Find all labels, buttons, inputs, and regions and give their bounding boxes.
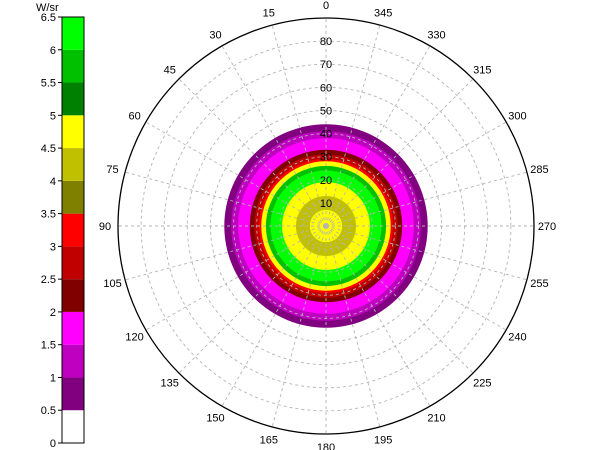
- angle-tick-label-8: 120: [125, 332, 143, 344]
- radial-tick-label-1: 20: [320, 175, 332, 187]
- radial-tick-label-0: 10: [320, 198, 332, 210]
- angle-tick-label-9: 135: [161, 377, 179, 389]
- colorbar-tick-label-9: 4.5: [41, 143, 56, 155]
- grid-spoke-17: [325, 225, 528, 281]
- angle-tick-label-19: 285: [530, 164, 548, 176]
- colorbar-bin-4: [62, 279, 84, 312]
- grid-circle-1: [279, 179, 373, 273]
- grid-spoke-9: [178, 225, 327, 374]
- angle-tick-label-10: 150: [206, 412, 224, 424]
- radial-tick-label-6: 70: [320, 59, 332, 71]
- colorbar-bin-5: [62, 246, 84, 280]
- angle-tick-label-0: 0: [323, 0, 329, 12]
- grid-spoke-3: [178, 78, 327, 227]
- grid-spoke-4: [145, 121, 327, 227]
- colorbar-bin-2: [62, 344, 84, 378]
- colorbar-bin-11: [62, 49, 84, 83]
- grid-circle-2: [256, 156, 396, 296]
- angle-tick-label-17: 255: [530, 278, 548, 290]
- angle-tick-label-23: 345: [374, 8, 392, 20]
- colorbar-bin-7: [62, 180, 84, 214]
- angle-tick-label-21: 315: [473, 65, 491, 77]
- radial-tick-label-3: 40: [320, 129, 332, 141]
- colorbar-tick-label-8: 4: [50, 176, 56, 188]
- angle-tick-label-20: 300: [508, 111, 526, 123]
- angle-tick-label-2: 30: [209, 30, 221, 42]
- colorbar-bin-0: [62, 410, 84, 443]
- angle-tick-label-13: 195: [374, 434, 392, 446]
- angle-tick-label-7: 105: [103, 278, 121, 290]
- colorbar-frame: [61, 16, 85, 444]
- grid-spoke-15: [325, 225, 474, 374]
- angle-tick-label-4: 60: [128, 111, 140, 123]
- colorbar: 0 0.5 1 1.5 2 2.5 3 3.5 4 4.5 5 5.5 6 6.5W/sr: [36, 2, 85, 450]
- colorbar-tick-label-12: 6: [50, 45, 56, 57]
- grid-spoke-10: [221, 225, 327, 407]
- radial-tick-label-2: 30: [320, 152, 332, 164]
- colorbar-bin-6: [62, 213, 84, 247]
- angle-tick-label-16: 240: [508, 332, 526, 344]
- colorbar-bin-10: [62, 82, 84, 116]
- radial-tick-label-4: 50: [320, 105, 332, 117]
- grid-spoke-1: [271, 24, 327, 227]
- grid-circle-6: [163, 63, 489, 389]
- grid-spoke-11: [271, 225, 327, 428]
- colorbar-tick-label-4: 2: [50, 307, 56, 319]
- angle-tick-label-15: 225: [473, 377, 491, 389]
- grid-spoke-2: [221, 45, 327, 227]
- radial-tick-label-5: 60: [320, 82, 332, 94]
- colorbar-bin-8: [62, 148, 84, 181]
- angle-tick-label-14: 210: [427, 412, 445, 424]
- angle-tick-label-6: 90: [99, 221, 111, 233]
- grid-spoke-21: [325, 78, 474, 227]
- grid-spoke-20: [325, 121, 507, 227]
- grid-spoke-7: [124, 225, 327, 281]
- colorbar-tick-label-5: 2.5: [41, 274, 56, 286]
- colorbar-bin-1: [62, 377, 84, 411]
- angle-tick-label-3: 45: [164, 65, 176, 77]
- angle-tick-label-5: 75: [106, 164, 118, 176]
- grid-spoke-5: [124, 171, 327, 227]
- colorbar-tick-label-1: 0.5: [41, 405, 56, 417]
- colorbar-tick-label-0: 0: [50, 438, 56, 450]
- polar-boundary: [117, 17, 535, 435]
- grid-circle-0: [302, 202, 350, 250]
- grid-circle-7: [140, 40, 512, 412]
- angle-tick-label-1: 15: [263, 8, 275, 20]
- grid-spoke-16: [325, 225, 507, 331]
- colorbar-bin-9: [62, 115, 84, 149]
- angle-tick-label-22: 330: [427, 30, 445, 42]
- grid-spoke-14: [325, 225, 431, 407]
- angle-tick-label-18: 270: [538, 221, 556, 233]
- colorbar-bin-3: [62, 311, 84, 345]
- colorbar-unit-label: W/sr: [36, 2, 59, 14]
- colorbar-tick-label-11: 5.5: [41, 78, 56, 90]
- grid-spoke-8: [145, 225, 327, 331]
- colorbar-bin-12: [62, 17, 84, 50]
- colorbar-tick-label-6: 3: [50, 241, 56, 253]
- colorbar-tick-label-2: 1: [50, 372, 56, 384]
- grid-spoke-13: [325, 225, 381, 428]
- colorbar-tick-label-7: 3.5: [41, 209, 56, 221]
- colorbar-tick-label-13: 6.5: [41, 12, 56, 24]
- grid-spoke-19: [325, 171, 528, 227]
- colorbar-tick-label-3: 1.5: [41, 340, 56, 352]
- grid-spoke-22: [325, 45, 431, 227]
- angle-tick-label-12: 180: [317, 442, 335, 450]
- angle-tick-label-11: 165: [260, 434, 278, 446]
- radial-tick-label-7: 80: [320, 36, 332, 48]
- grid-spoke-23: [325, 24, 381, 227]
- colorbar-tick-label-10: 5: [50, 110, 56, 122]
- polar-plot: 10 20 30 40 50 60 70 80 0 15 30 45 60 75 90 105 120 135 15…: [99, 0, 556, 450]
